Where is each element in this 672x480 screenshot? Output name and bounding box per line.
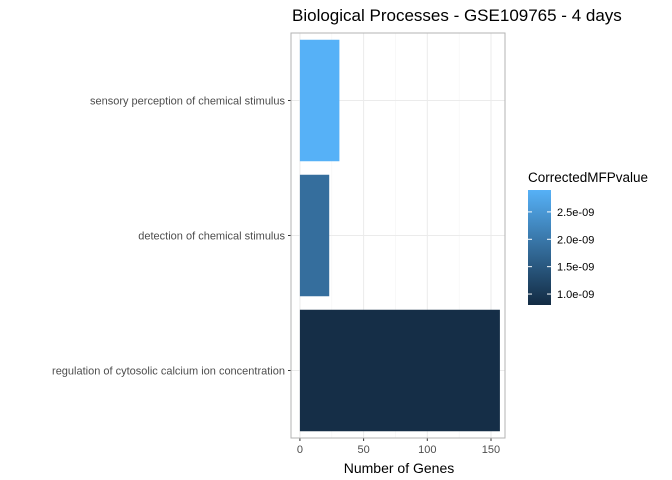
bar — [299, 39, 340, 162]
bar — [299, 174, 330, 297]
x-tick-label: 50 — [357, 444, 369, 456]
x-tick-label: 150 — [482, 444, 500, 456]
legend-tick-label: 2.0e-09 — [557, 234, 594, 246]
legend-tick-label: 1.5e-09 — [557, 262, 594, 274]
bar — [299, 309, 500, 432]
x-axis-ticks: 0 50 100 150 — [297, 438, 500, 456]
x-tick-label: 100 — [418, 444, 436, 456]
y-axis-labels: sensory perception of chemical stimulus d… — [52, 96, 291, 378]
legend-tick-label: 2.5e-09 — [557, 207, 594, 219]
x-tick-label: 0 — [297, 444, 303, 456]
legend: CorrectedMFPvalue 1.0e-09 1.5e-09 2.0e-09 2… — [528, 170, 648, 305]
panel-border — [290, 32, 506, 439]
colorbar — [528, 190, 551, 305]
y-tick-label: regulation of cytosolic calcium ion conc… — [52, 366, 285, 378]
y-tick-label: detection of chemical stimulus — [138, 231, 285, 243]
y-tick-label: sensory perception of chemical stimulus — [90, 96, 286, 108]
bars — [299, 39, 500, 432]
legend-tick-label: 1.0e-09 — [557, 289, 594, 301]
x-axis-title: Number of Genes — [344, 460, 455, 476]
legend-title: CorrectedMFPvalue — [528, 170, 648, 185]
chart-title: Biological Processes - GSE109765 - 4 day… — [292, 6, 622, 25]
